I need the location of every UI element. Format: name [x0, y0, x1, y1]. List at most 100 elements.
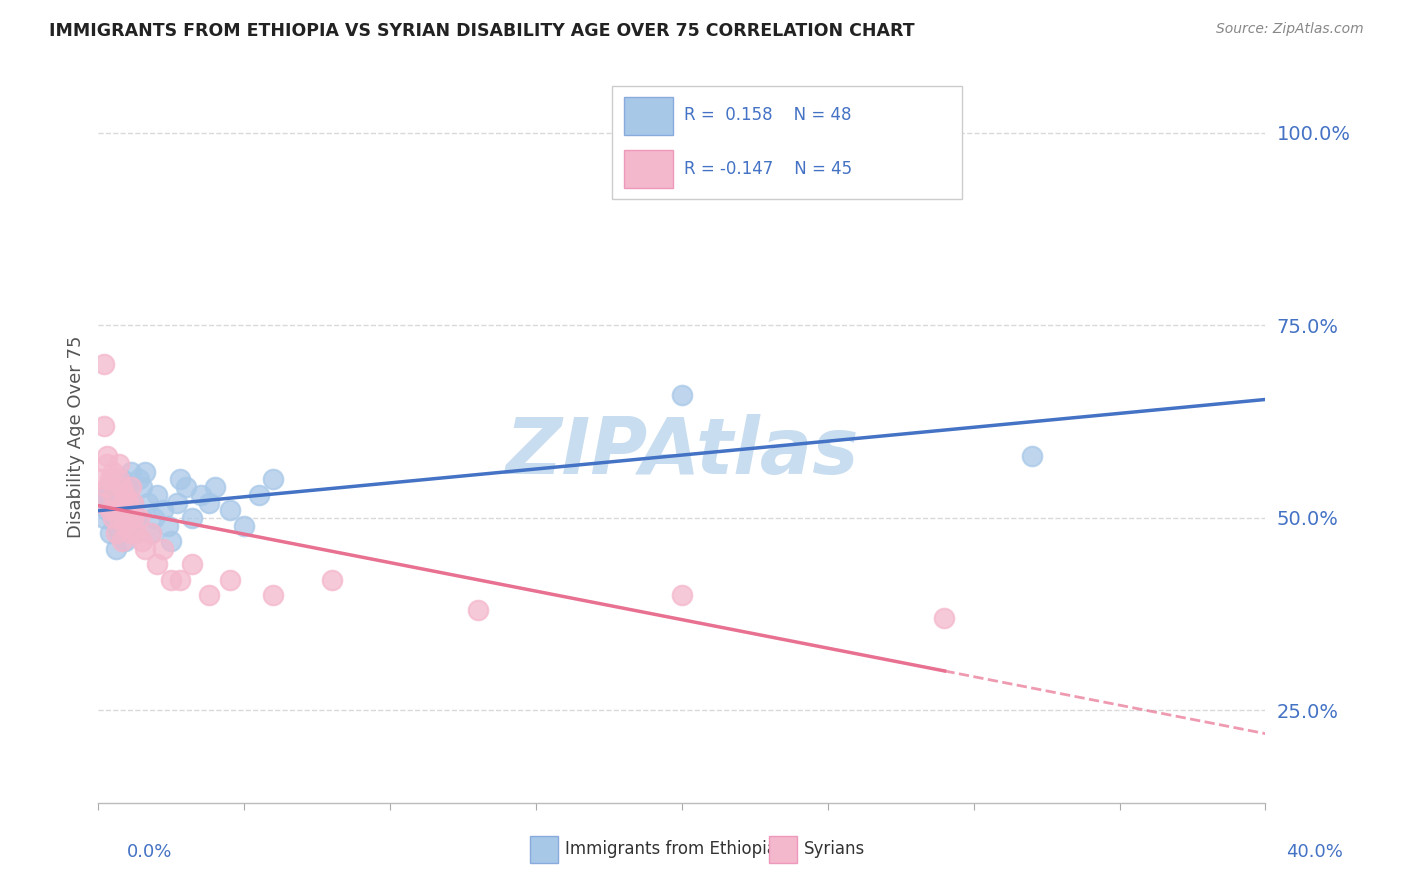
Point: [134, 465, 156, 479]
Point: [101, 495, 124, 509]
Point: [122, 526, 145, 541]
Point: [104, 541, 127, 556]
Point: [96, 488, 118, 502]
Point: [671, 588, 693, 602]
Point: [114, 488, 136, 502]
Point: [98, 480, 121, 494]
Point: [96, 457, 118, 471]
Point: [204, 480, 226, 494]
Text: Syrians: Syrians: [804, 840, 866, 858]
Point: [218, 573, 240, 587]
Point: [104, 503, 127, 517]
Text: Source: ZipAtlas.com: Source: ZipAtlas.com: [1216, 22, 1364, 37]
Point: [104, 503, 127, 517]
Point: [160, 573, 183, 587]
Point: [180, 557, 202, 571]
Point: [111, 472, 134, 486]
FancyBboxPatch shape: [624, 151, 672, 188]
Point: [122, 495, 145, 509]
Point: [101, 511, 124, 525]
Point: [262, 472, 284, 486]
Text: 40.0%: 40.0%: [1286, 843, 1343, 861]
Point: [146, 557, 169, 571]
Y-axis label: Disability Age Over 75: Disability Age Over 75: [66, 335, 84, 539]
Text: Immigrants from Ethiopia: Immigrants from Ethiopia: [565, 840, 778, 858]
Point: [233, 518, 256, 533]
Point: [136, 495, 159, 509]
Point: [134, 541, 156, 556]
Point: [467, 603, 489, 617]
Point: [98, 472, 121, 486]
Point: [131, 480, 153, 494]
Point: [218, 503, 240, 517]
Point: [108, 472, 131, 486]
Point: [101, 465, 124, 479]
Point: [114, 534, 136, 549]
Point: [120, 480, 142, 494]
Point: [125, 526, 148, 541]
Text: IMMIGRANTS FROM ETHIOPIA VS SYRIAN DISABILITY AGE OVER 75 CORRELATION CHART: IMMIGRANTS FROM ETHIOPIA VS SYRIAN DISAB…: [49, 22, 915, 40]
Point: [198, 495, 221, 509]
Point: [321, 573, 343, 587]
Point: [169, 573, 191, 587]
Point: [152, 541, 174, 556]
Text: R =  0.158    N = 48: R = 0.158 N = 48: [685, 106, 852, 124]
Point: [139, 526, 162, 541]
Point: [122, 511, 145, 525]
Text: ZIPAtlas: ZIPAtlas: [505, 414, 859, 490]
Point: [90, 495, 112, 509]
Point: [160, 534, 183, 549]
Point: [120, 526, 142, 541]
FancyBboxPatch shape: [612, 86, 962, 200]
FancyBboxPatch shape: [624, 97, 672, 135]
Point: [247, 488, 270, 502]
Point: [117, 511, 139, 525]
Text: R = -0.147    N = 45: R = -0.147 N = 45: [685, 160, 852, 178]
Point: [125, 511, 148, 525]
Point: [169, 472, 191, 486]
Point: [90, 495, 112, 509]
Point: [114, 518, 136, 533]
Point: [98, 503, 121, 517]
Point: [120, 503, 142, 517]
Point: [198, 588, 221, 602]
Point: [117, 480, 139, 494]
Point: [101, 488, 124, 502]
Point: [111, 480, 134, 494]
Point: [142, 511, 165, 525]
Point: [111, 534, 134, 549]
Point: [146, 488, 169, 502]
Point: [96, 503, 118, 517]
Point: [101, 511, 124, 525]
Point: [96, 480, 118, 494]
Point: [108, 511, 131, 525]
Point: [128, 472, 150, 486]
Point: [152, 503, 174, 517]
Point: [90, 472, 112, 486]
Point: [139, 526, 162, 541]
Point: [111, 495, 134, 509]
Point: [180, 511, 202, 525]
Point: [104, 526, 127, 541]
Point: [262, 588, 284, 602]
Point: [128, 511, 150, 525]
Point: [934, 611, 956, 625]
Point: [120, 465, 142, 479]
Point: [1021, 450, 1043, 464]
Point: [117, 518, 139, 533]
Point: [671, 388, 693, 402]
Point: [108, 457, 131, 471]
Text: 0.0%: 0.0%: [127, 843, 172, 861]
Point: [104, 518, 127, 533]
Point: [96, 450, 118, 464]
Point: [108, 488, 131, 502]
Point: [114, 495, 136, 509]
Point: [98, 526, 121, 541]
Point: [166, 495, 188, 509]
Point: [93, 511, 115, 525]
Point: [131, 534, 153, 549]
Point: [101, 472, 124, 486]
Point: [157, 518, 180, 533]
Point: [108, 526, 131, 541]
Point: [174, 480, 197, 494]
